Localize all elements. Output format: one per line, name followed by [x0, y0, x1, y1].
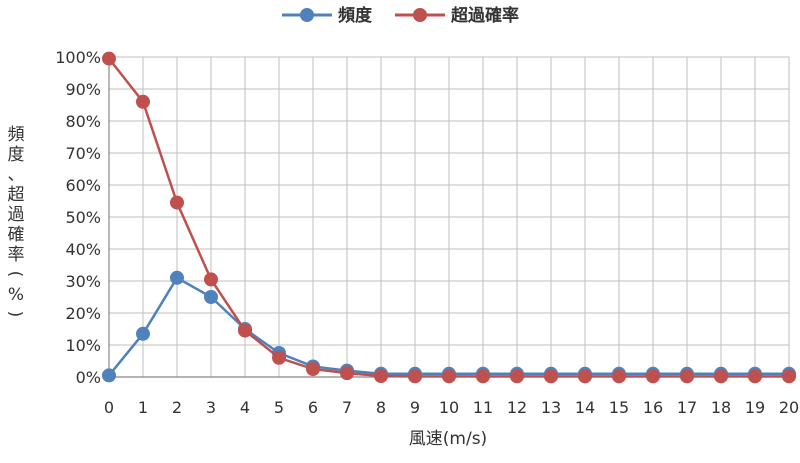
y-tick-label: 10%	[65, 336, 101, 355]
x-tick-label: 6	[308, 398, 318, 417]
data-point	[102, 51, 116, 66]
x-tick-label: 16	[643, 398, 663, 417]
y-axis-title: 頻度、超過確率 (%)	[5, 125, 25, 317]
legend-item-frequency: 頻度	[282, 5, 373, 26]
data-point	[748, 369, 762, 384]
y-tick-label: 60%	[65, 176, 101, 195]
data-point	[204, 290, 218, 304]
x-tick-label: 4	[240, 398, 250, 417]
x-axis-title: 風速(m/s)	[409, 429, 487, 449]
y-axis-title-char: 率	[8, 245, 25, 265]
data-point	[612, 369, 626, 384]
x-tick-label: 18	[711, 398, 731, 417]
data-point	[374, 369, 388, 384]
x-tick-label: 7	[342, 398, 352, 417]
x-tick-label: 17	[677, 398, 697, 417]
x-tick-label: 10	[439, 398, 459, 417]
y-tick-label: 20%	[65, 304, 101, 323]
y-tick-labels: 0% 10% 20% 30% 40% 50% 60% 70% 80% 90% 100%	[55, 48, 101, 387]
y-tick-label: 90%	[65, 80, 101, 99]
data-point	[306, 362, 320, 376]
x-tick-label: 20	[779, 398, 799, 417]
y-axis-title-char: )	[5, 311, 25, 318]
x-tick-label: 19	[745, 398, 765, 417]
series	[102, 51, 796, 384]
x-tick-label: 15	[609, 398, 629, 417]
data-point	[272, 350, 286, 365]
data-point	[136, 94, 150, 109]
data-point	[170, 195, 184, 210]
y-axis-title-char: 、	[8, 165, 25, 185]
x-tick-label: 5	[274, 398, 284, 417]
y-axis-title-char: 確	[8, 225, 25, 245]
y-tick-label: 100%	[55, 48, 101, 67]
y-tick-label: 70%	[65, 144, 101, 163]
y-axis-title-char: 度	[8, 145, 25, 165]
legend-label-frequency: 頻度	[337, 5, 373, 26]
x-tick-label: 12	[507, 398, 527, 417]
y-tick-label: 40%	[65, 240, 101, 259]
data-point	[442, 369, 456, 384]
data-point	[714, 369, 728, 384]
legend-marker-exceedance	[413, 8, 427, 22]
y-tick-label: 30%	[65, 272, 101, 291]
legend: 頻度 超過確率	[282, 5, 519, 26]
x-tick-label: 13	[541, 398, 561, 417]
x-tick-label: 11	[473, 398, 493, 417]
data-point	[136, 326, 150, 341]
legend-marker-frequency	[300, 8, 314, 22]
data-point	[102, 368, 116, 383]
legend-label-exceedance: 超過確率	[451, 5, 519, 26]
y-axis-title-char: 超	[8, 185, 25, 205]
y-tick-label: 0%	[76, 368, 101, 387]
y-tick-label: 50%	[65, 208, 101, 227]
x-tick-label: 2	[172, 398, 182, 417]
legend-item-exceedance: 超過確率	[395, 5, 519, 26]
data-point	[680, 369, 694, 384]
x-tick-labels: 0 1 2 3 4 5 6 7 8 9 10 11 12 13 14 15 16 17 18 19 20	[104, 398, 799, 417]
data-point	[578, 369, 592, 384]
y-tick-label: 80%	[65, 112, 101, 131]
x-tick-label: 8	[376, 398, 386, 417]
data-point	[782, 369, 796, 384]
y-axis-title-char: 頻	[8, 125, 25, 145]
data-point	[408, 369, 422, 384]
grid	[108, 56, 790, 378]
x-tick-label: 1	[138, 398, 148, 417]
x-tick-label: 14	[575, 398, 595, 417]
y-axis-title-char: %	[8, 285, 24, 305]
data-point	[340, 366, 354, 381]
data-point	[646, 369, 660, 384]
x-tick-label: 0	[104, 398, 114, 417]
data-point	[510, 369, 524, 384]
data-point	[204, 272, 218, 287]
data-point	[170, 270, 184, 285]
series-1	[102, 51, 796, 384]
x-tick-label: 9	[410, 398, 420, 417]
data-point	[238, 323, 252, 338]
x-tick-label: 3	[206, 398, 216, 417]
data-point	[476, 369, 490, 384]
y-axis-title-char: (	[5, 271, 25, 278]
y-axis-title-char: 過	[8, 205, 25, 225]
data-point	[544, 369, 558, 384]
